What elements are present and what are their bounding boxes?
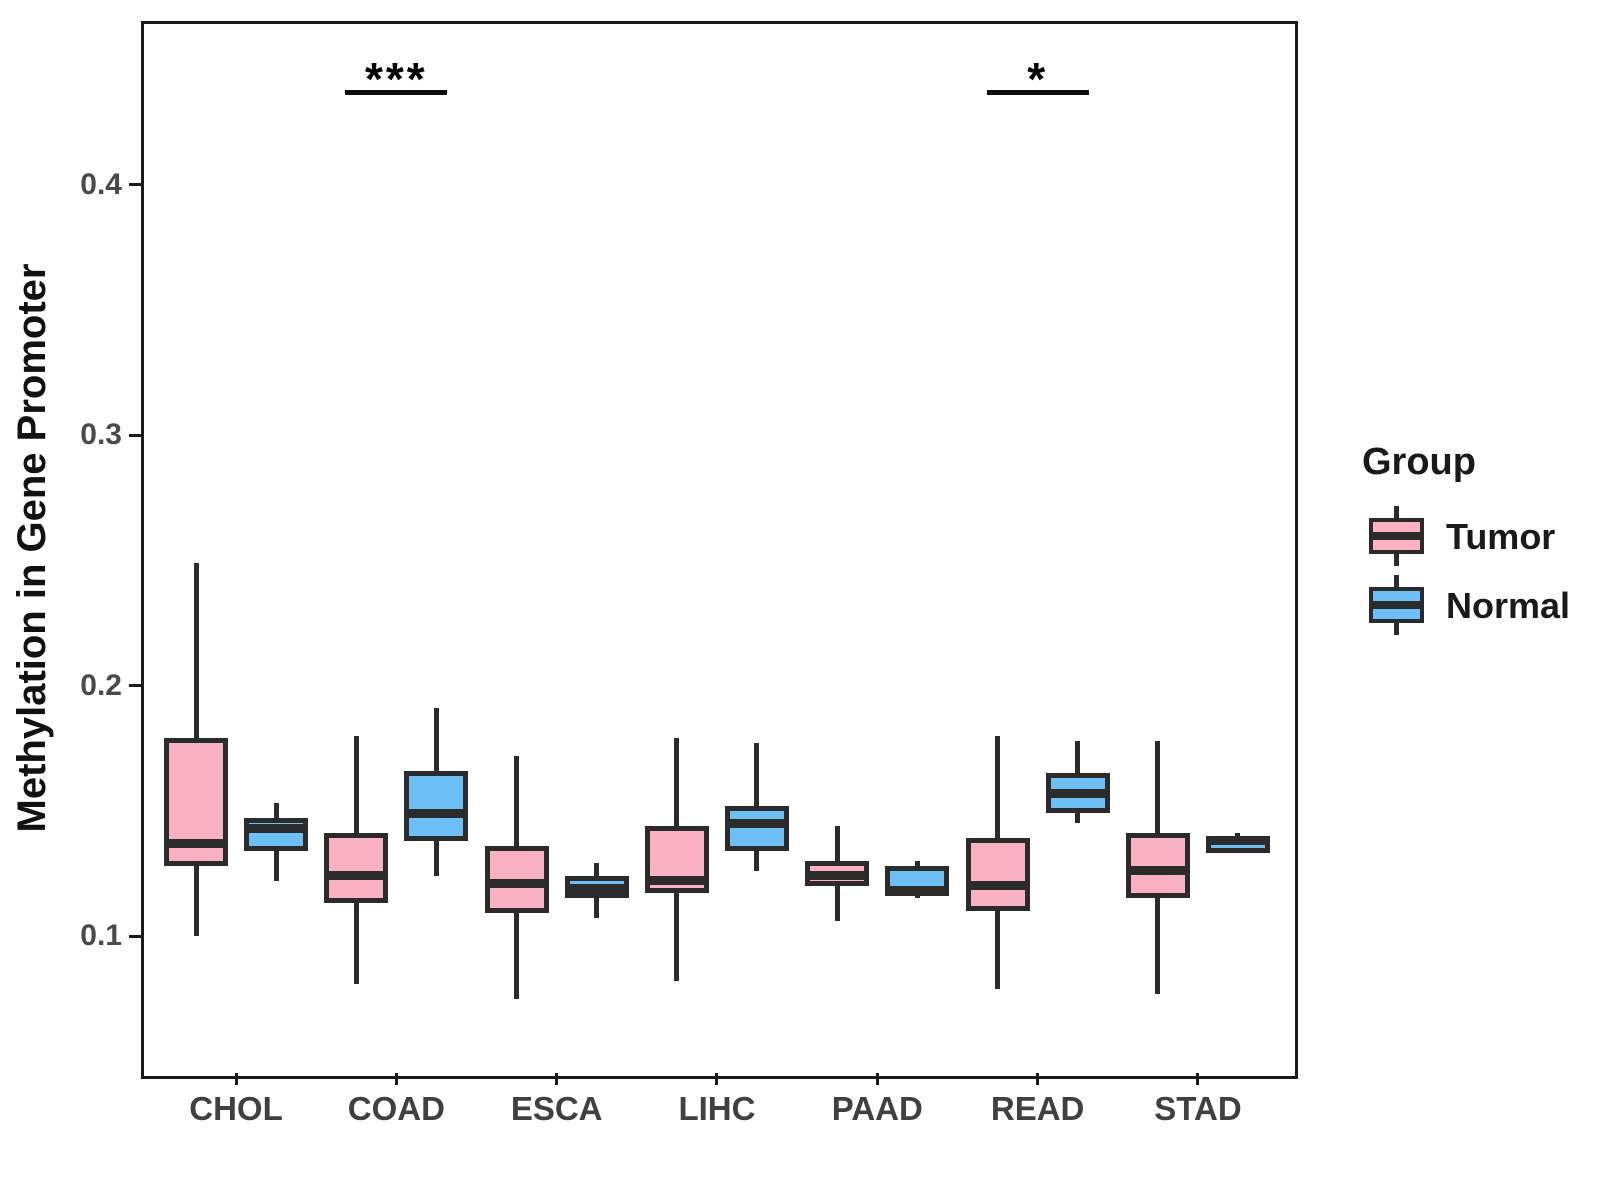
median-tumor-read — [965, 881, 1030, 891]
box-normal-coad — [404, 770, 469, 841]
median-tumor-lihc — [644, 876, 709, 886]
x-tick-mark — [394, 1073, 398, 1085]
y-tick-label: 0.1 — [80, 919, 122, 952]
median-normal-read — [1045, 788, 1110, 798]
box-normal-lihc — [724, 805, 789, 851]
median-normal-lihc — [724, 818, 789, 828]
x-tick-mark — [1196, 1073, 1200, 1085]
x-tick-label: CHOL — [189, 1090, 283, 1127]
median-normal-coad — [404, 808, 469, 818]
significance-bar-read — [986, 90, 1089, 95]
y-tick-mark — [129, 183, 141, 186]
box-normal-chol — [244, 818, 308, 851]
y-tick-label: 0.3 — [80, 418, 122, 451]
x-tick-label: PAAD — [831, 1090, 923, 1127]
x-tick-label: STAD — [1154, 1090, 1242, 1127]
legend-item-normal: Normal — [1446, 585, 1571, 626]
x-tick-mark — [715, 1073, 719, 1085]
x-tick-label: COAD — [347, 1090, 445, 1127]
box-tumor-read — [965, 838, 1030, 911]
median-tumor-chol — [164, 838, 228, 848]
significance-label-coad: *** — [364, 53, 428, 105]
legend-title: Group — [1362, 441, 1476, 483]
x-tick-mark — [1036, 1073, 1040, 1085]
significance-label-read: * — [1027, 53, 1049, 105]
y-tick-mark — [129, 684, 141, 687]
y-tick-label: 0.4 — [80, 167, 122, 201]
median-normal-chol — [244, 823, 308, 833]
x-tick-label: READ — [990, 1090, 1085, 1127]
y-tick-mark — [129, 433, 141, 437]
tumor-legend-median — [1368, 532, 1424, 540]
x-tick-label: LIHC — [678, 1090, 756, 1127]
y-axis-title: Methylation in Gene Promoter — [10, 263, 54, 833]
box-tumor-stad — [1125, 833, 1190, 899]
plot-panel — [141, 21, 1298, 1079]
median-tumor-esca — [484, 878, 549, 888]
median-normal-paad — [885, 886, 950, 896]
legend-item-tumor: Tumor — [1446, 516, 1556, 557]
y-tick-label: 0.2 — [80, 668, 122, 702]
significance-bar-coad — [345, 90, 448, 95]
x-tick-label: ESCA — [510, 1090, 603, 1127]
box-tumor-coad — [324, 833, 389, 904]
x-tick-mark — [234, 1073, 238, 1085]
x-tick-mark — [555, 1073, 559, 1085]
median-normal-esca — [564, 883, 629, 893]
normal-legend-median — [1368, 601, 1424, 609]
median-tumor-stad — [1125, 866, 1190, 876]
x-tick-mark — [875, 1073, 879, 1085]
median-tumor-coad — [324, 871, 389, 881]
median-normal-stad — [1205, 836, 1270, 846]
median-tumor-paad — [805, 871, 870, 881]
y-tick-mark — [129, 934, 141, 938]
